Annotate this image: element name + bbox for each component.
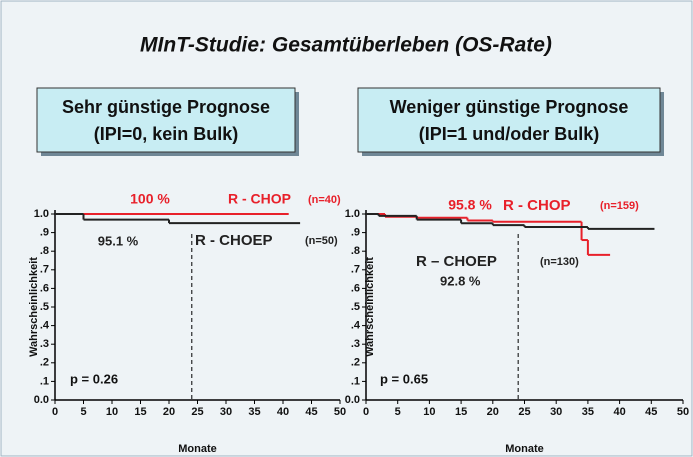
- y-tick-label: .7: [351, 264, 360, 276]
- y-tick-label: .8: [351, 245, 360, 257]
- y-tick-label: .1: [40, 375, 49, 387]
- x-tick-label: 40: [277, 406, 289, 418]
- y-tick-label: 1.0: [345, 208, 360, 220]
- y-tick-label: 1.0: [34, 208, 49, 220]
- y-tick-label: .4: [40, 320, 50, 332]
- x-tick-label: 50: [334, 406, 346, 418]
- y-tick-label: .6: [351, 282, 360, 294]
- prognosis-box: [36, 87, 296, 153]
- y-tick-label: .9: [351, 227, 360, 239]
- x-tick-label: 10: [106, 406, 118, 418]
- curve-rate-label: 95.8 %: [448, 197, 492, 213]
- curve-name: R - CHOP: [228, 191, 291, 207]
- x-tick-label: 35: [248, 406, 260, 418]
- p-value: p = 0.26: [70, 371, 118, 386]
- x-tick-label: 35: [582, 406, 594, 418]
- x-tick-label: 15: [134, 406, 146, 418]
- x-tick-label: 25: [191, 406, 203, 418]
- box-title: Sehr günstige Prognose: [62, 97, 270, 117]
- y-tick-label: .8: [40, 245, 49, 257]
- y-tick-label: .2: [351, 357, 360, 369]
- y-tick-label: .9: [40, 227, 49, 239]
- y-tick-label: .2: [40, 357, 49, 369]
- curve-rate-label: 95.1 %: [98, 233, 139, 248]
- slide-title: MInT-Studie: Gesamtüberleben (OS-Rate): [140, 34, 552, 57]
- box-subtitle: (IPI=1 und/oder Bulk): [419, 124, 600, 144]
- x-tick-label: 20: [163, 406, 175, 418]
- x-tick-label: 10: [423, 406, 435, 418]
- x-axis-label: Monate: [505, 443, 544, 455]
- x-tick-label: 15: [455, 406, 467, 418]
- curve-n-label: (n=40): [308, 194, 341, 206]
- x-tick-label: 40: [613, 406, 625, 418]
- curve-n-label: (n=159): [600, 200, 639, 212]
- y-tick-label: .3: [40, 338, 49, 350]
- y-tick-label: .6: [40, 282, 49, 294]
- y-tick-label: .3: [351, 338, 360, 350]
- x-tick-label: 20: [487, 406, 499, 418]
- x-tick-label: 0: [363, 406, 369, 418]
- x-tick-label: 30: [550, 406, 562, 418]
- curve-name: R - CHOP: [503, 197, 571, 214]
- y-tick-label: .4: [351, 320, 361, 332]
- x-tick-label: 30: [220, 406, 232, 418]
- p-value: p = 0.65: [380, 371, 428, 386]
- x-tick-label: 25: [518, 406, 530, 418]
- x-tick-label: 45: [645, 406, 657, 418]
- curve-n-label: (n=130): [540, 256, 579, 268]
- y-tick-label: .1: [351, 375, 360, 387]
- x-tick-label: 50: [677, 406, 689, 418]
- x-tick-label: 5: [80, 406, 86, 418]
- prognosis-box: [357, 87, 661, 153]
- curve-rate-label: 92.8 %: [440, 273, 481, 288]
- y-tick-label: 0.0: [34, 394, 49, 406]
- x-tick-label: 45: [305, 406, 317, 418]
- y-tick-label: .5: [40, 301, 49, 313]
- curve-n-label: (n=50): [305, 235, 338, 247]
- box-subtitle: (IPI=0, kein Bulk): [94, 124, 239, 144]
- y-tick-label: 0.0: [345, 394, 360, 406]
- y-tick-label: .5: [351, 301, 360, 313]
- y-axis-label: Wahrscheinlichkeit: [28, 257, 40, 357]
- curve-rate-label: 100 %: [130, 191, 170, 207]
- x-tick-label: 0: [52, 406, 58, 418]
- curve-name: R - CHOEP: [195, 232, 273, 249]
- y-tick-label: .7: [40, 264, 49, 276]
- x-tick-label: 5: [395, 406, 401, 418]
- y-axis-label: Wahrscheinlichkeit: [364, 257, 376, 357]
- box-title: Weniger günstige Prognose: [390, 97, 629, 117]
- curve-name: R – CHOEP: [416, 253, 497, 270]
- x-axis-label: Monate: [178, 443, 217, 455]
